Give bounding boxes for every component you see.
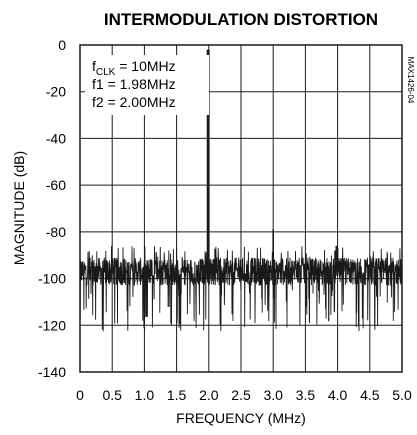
legend-box xyxy=(85,55,209,115)
y-tick-label: -100 xyxy=(38,271,66,287)
noise-floor-trace xyxy=(79,245,403,332)
chart-title: INTERMODULATION DISTORTION xyxy=(104,10,378,29)
x-tick-label: 2.5 xyxy=(231,387,251,403)
y-tick-label: -40 xyxy=(46,130,66,146)
x-tick-label: 0.5 xyxy=(102,387,122,403)
x-axis-label: FREQUENCY (MHz) xyxy=(176,410,306,426)
fclk-main: f xyxy=(92,58,96,74)
y-tick-label: -140 xyxy=(38,364,66,380)
legend-f2: f2 = 2.00MHz xyxy=(92,94,176,110)
y-tick-label: -20 xyxy=(46,84,66,100)
x-tick-label: 5.0 xyxy=(392,387,412,403)
fclk-sub: CLK xyxy=(96,67,116,78)
x-tick-label: 1.0 xyxy=(135,387,155,403)
x-tick-labels: 0 0.5 1.0 1.5 2.0 2.5 3.0 3.5 4.0 4.5 5.0 xyxy=(76,387,412,403)
x-tick-label: 3.0 xyxy=(263,387,283,403)
x-tick-label: 3.5 xyxy=(296,387,316,403)
legend: fCLK = 10MHz f1 = 1.98MHz f2 = 2.00MHz xyxy=(85,55,209,115)
legend-fclk: fCLK = 10MHz xyxy=(92,58,176,78)
x-tick-label: 4.5 xyxy=(360,387,380,403)
legend-f1: f1 = 1.98MHz xyxy=(92,76,176,92)
y-tick-label: -120 xyxy=(38,317,66,333)
y-tick-label: -60 xyxy=(46,177,66,193)
x-tick-label: 2.0 xyxy=(199,387,219,403)
y-tick-label: 0 xyxy=(58,37,66,53)
fclk-rest: = 10MHz xyxy=(115,58,175,74)
plot-frame xyxy=(79,44,403,373)
x-tick-label: 0 xyxy=(76,387,84,403)
y-axis-label: MAGNITUDE (dB) xyxy=(11,151,27,265)
noise-trace xyxy=(79,245,403,332)
y-tick-label: -80 xyxy=(46,224,66,240)
y-tick-labels: 0 -20 -40 -60 -80 -100 -120 -140 xyxy=(38,37,66,380)
x-tick-label: 4.0 xyxy=(328,387,348,403)
figure-code: MAX1426-04 xyxy=(406,57,415,104)
x-tick-label: 1.5 xyxy=(167,387,187,403)
